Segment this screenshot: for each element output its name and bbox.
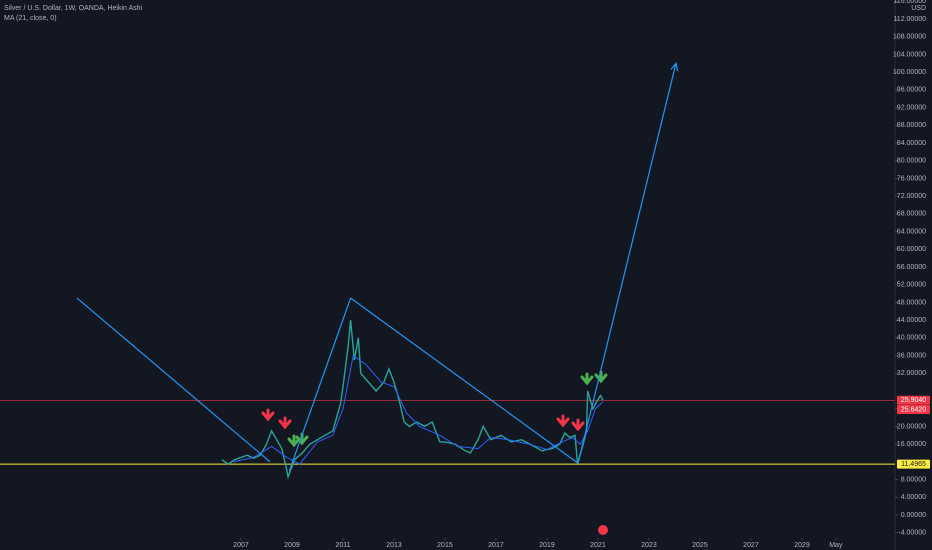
y-tick-label: 92.00000 — [897, 104, 926, 111]
y-tick-label: 76.00000 — [897, 175, 926, 182]
y-tick-label: 96.00000 — [897, 87, 926, 94]
trend-line — [288, 297, 352, 471]
down-arrow — [580, 372, 594, 386]
y-tick-label: 32.00000 — [897, 370, 926, 377]
down-arrow — [287, 434, 301, 448]
y-tick-label: 72.00000 — [897, 193, 926, 200]
trend-line — [577, 63, 677, 464]
price-label-box — [897, 395, 930, 405]
y-tick-label: 80.00000 — [897, 158, 926, 165]
y-tick-label: 88.00000 — [897, 122, 926, 129]
x-tick-label: 2011 — [335, 542, 350, 549]
y-tick-label: 52.00000 — [897, 282, 926, 289]
x-tick-label: 2009 — [284, 542, 300, 549]
trend-line — [76, 297, 271, 463]
y-tick-label: 0.00000 — [901, 512, 926, 519]
indicator-legend: MA (21, close, 0) — [4, 15, 57, 22]
price-label-box — [897, 404, 930, 414]
y-tick-label: 8.00000 — [901, 476, 926, 483]
y-tick-label: 68.00000 — [897, 211, 926, 218]
y-tick-label: 44.00000 — [897, 317, 926, 324]
x-tick-label: 2029 — [794, 542, 810, 549]
axis-unit: USD — [911, 5, 926, 12]
down-arrow — [594, 370, 608, 384]
x-tick-label: 2027 — [743, 542, 759, 549]
down-arrow — [278, 416, 292, 430]
x-tick-label: 2023 — [641, 542, 657, 549]
x-tick-label: 2017 — [488, 542, 504, 549]
y-tick-label: 100.00000 — [893, 69, 926, 76]
y-tick-label: -4.00000 — [898, 530, 926, 537]
y-tick-label: 60.00000 — [897, 246, 926, 253]
x-tick-label: 2025 — [692, 542, 708, 549]
chart-title: Silver / U.S. Dollar, 1W, OANDA, Heikin … — [4, 5, 143, 12]
y-tick-label: 104.00000 — [893, 51, 926, 58]
y-tick-label: 108.00000 — [893, 34, 926, 41]
down-arrow — [556, 414, 570, 428]
price-label: 25.9040 — [901, 397, 926, 404]
y-tick-label: 4.00000 — [901, 494, 926, 501]
y-tick-label: 84.00000 — [897, 140, 926, 147]
y-tick-label: 16.00000 — [897, 441, 926, 448]
x-tick-label: 2013 — [386, 542, 402, 549]
x-tick-label: May — [829, 542, 843, 549]
y-tick-label: 64.00000 — [897, 228, 926, 235]
down-arrow — [261, 408, 275, 422]
y-tick-label: 40.00000 — [897, 335, 926, 342]
x-tick-label: 2021 — [590, 542, 606, 549]
y-tick-label: 20.00000 — [897, 423, 926, 430]
price-label-box — [897, 459, 930, 469]
y-tick-label: 48.00000 — [897, 299, 926, 306]
trend-arrow-head — [670, 61, 679, 72]
ma-line — [233, 354, 604, 465]
x-tick-label: 2015 — [437, 542, 453, 549]
price-line — [221, 320, 604, 480]
y-tick-label: 56.00000 — [897, 264, 926, 271]
trend-line — [350, 297, 579, 464]
x-tick-label: 2007 — [233, 542, 249, 549]
y-tick-label: 112.00000 — [893, 16, 926, 23]
price-label: 25.6420 — [901, 406, 926, 413]
y-tick-label: 116.00000 — [893, 0, 926, 5]
y-tick-label: 36.00000 — [897, 352, 926, 359]
down-arrow — [571, 418, 585, 432]
x-tick-label: 2019 — [539, 542, 555, 549]
event-icon — [598, 525, 608, 535]
price-label: 11.4965 — [901, 461, 926, 468]
